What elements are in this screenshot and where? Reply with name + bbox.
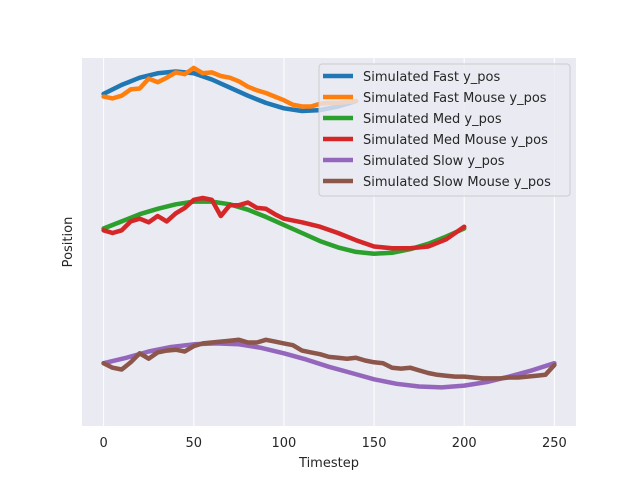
x-tick-label: 50: [186, 436, 203, 451]
series-line-0: [101, 69, 359, 114]
x-tick-labels: 0 50 100 150 200 250: [99, 436, 566, 451]
legend-entry-label: Simulated Fast y_pos: [363, 70, 500, 85]
x-axis-label: Timestep: [298, 456, 359, 471]
legend-entry-label: Simulated Fast Mouse y_pos: [363, 91, 547, 106]
x-tick-label: 200: [452, 436, 477, 451]
x-tick-label: 100: [272, 436, 297, 451]
series-line-3: [101, 195, 467, 251]
series-lines: [101, 65, 557, 390]
y-axis-label: Position: [61, 217, 76, 268]
legend-entry-label: Simulated Med y_pos: [363, 112, 502, 127]
series-line-1: [101, 65, 359, 109]
legend-entry-label: Simulated Med Mouse y_pos: [363, 133, 548, 148]
x-tick-label: 250: [542, 436, 567, 451]
x-tick-label: 150: [362, 436, 387, 451]
series-line-4: [101, 341, 557, 390]
legend-entry-label: Simulated Slow y_pos: [363, 154, 505, 169]
legend-entry-label: Simulated Slow Mouse y_pos: [363, 175, 551, 190]
legend-box: [318, 63, 571, 197]
x-tick-label: 0: [99, 436, 107, 451]
series-line-5: [101, 337, 557, 381]
legend: Simulated Fast y_pos Simulated Fast Mouse…: [318, 63, 571, 197]
